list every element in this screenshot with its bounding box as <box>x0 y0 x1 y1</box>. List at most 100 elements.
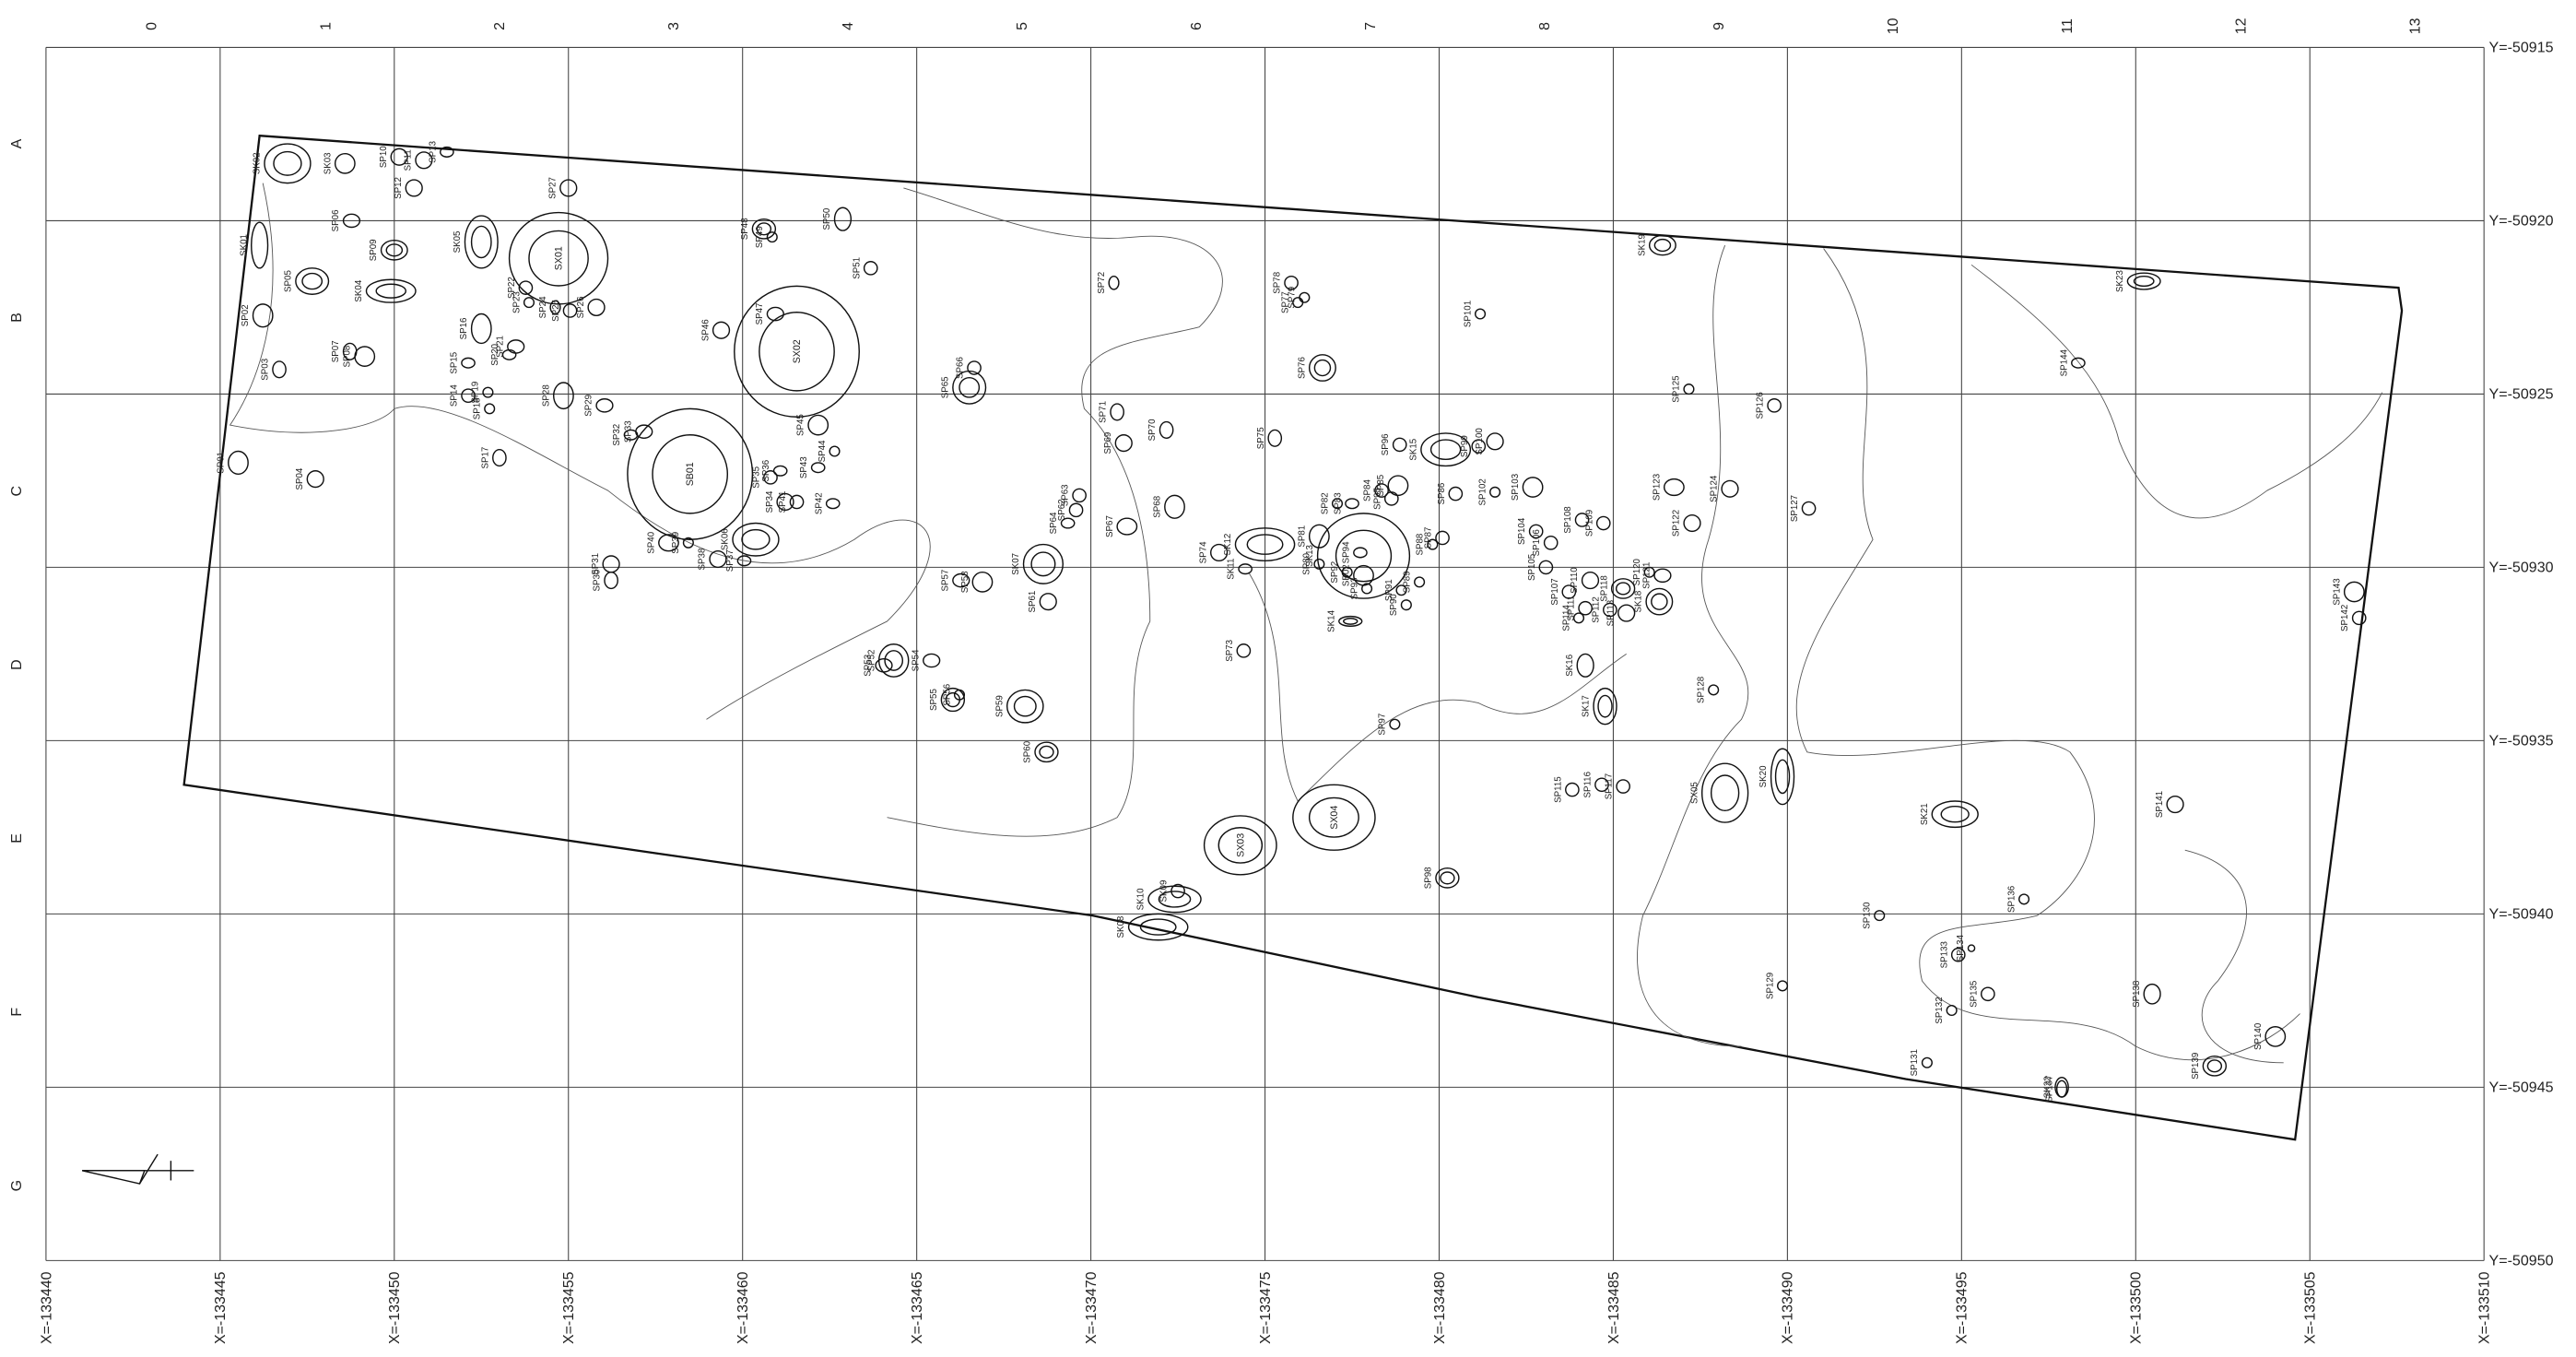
feature-label: SX02 <box>792 339 803 363</box>
column-label: 7 <box>1363 22 1379 30</box>
feature-label: SP51 <box>852 257 862 279</box>
contour-line <box>1638 245 1748 1046</box>
feature-label: SK14 <box>1326 609 1336 631</box>
feature-outline <box>2072 358 2085 368</box>
feature-label: SP132 <box>1935 997 1945 1023</box>
y-coordinate-label: Y=-50920 <box>2489 214 2554 230</box>
feature-label: SP11 <box>404 149 414 171</box>
feature-inner <box>1441 872 1454 884</box>
feature-inner <box>1344 619 1358 624</box>
feature-label: SB01 <box>685 462 696 486</box>
feature-label: SK07 <box>1011 553 1021 575</box>
feature-label: SP68 <box>1152 496 1162 518</box>
feature-label: SP100 <box>1475 428 1485 455</box>
feature-label: SP76 <box>1297 357 1307 379</box>
feature-outline <box>252 222 268 268</box>
feature-outline <box>1129 914 1188 939</box>
feature-label: SP115 <box>1553 776 1563 803</box>
y-coordinate-label: Y=-50940 <box>2489 907 2554 923</box>
feature-outline <box>472 314 491 344</box>
feature-inner <box>1652 594 1667 609</box>
feature-label: SP02 <box>241 304 251 326</box>
feature-outline <box>865 262 877 275</box>
feature-outline <box>1401 600 1411 610</box>
feature-label: SP50 <box>822 207 832 230</box>
feature-inner <box>274 152 301 176</box>
feature-label: SP49 <box>755 226 765 248</box>
feature-label: SP46 <box>700 319 711 341</box>
feature-outline <box>2345 582 2364 601</box>
feature-outline <box>1646 588 1673 614</box>
feature-label: SP61 <box>1028 591 1038 613</box>
feature-inner <box>302 274 322 289</box>
north-arrow-line <box>140 1154 159 1184</box>
x-coordinate-label: X=-133470 <box>1084 1271 1100 1344</box>
feature-outline <box>1415 577 1425 587</box>
feature-label: SK22 <box>2043 1076 2053 1098</box>
feature-outline <box>1385 492 1398 505</box>
contour-line <box>2185 850 2284 1063</box>
row-label: C <box>9 486 25 497</box>
feature-outline <box>1771 749 1794 804</box>
feature-label: SP31 <box>591 553 601 575</box>
feature-outline <box>1449 488 1462 501</box>
feature-label: SP65 <box>940 376 950 398</box>
feature-outline <box>1722 480 1738 497</box>
feature-outline <box>774 466 787 476</box>
feature-outline <box>1069 503 1082 516</box>
feature-label: SP120 <box>1632 559 1642 586</box>
feature-label: SP128 <box>1696 677 1706 703</box>
x-coordinate-label: X=-133495 <box>1955 1271 1970 1344</box>
feature-label: SP109 <box>1584 510 1594 537</box>
feature-inner <box>472 226 491 257</box>
feature-label: SP107 <box>1550 578 1560 605</box>
feature-label: SP55 <box>929 689 939 711</box>
feature-outline <box>1597 516 1610 529</box>
feature-outline <box>827 499 840 509</box>
feature-label: SP143 <box>2332 578 2342 605</box>
site-plan: X=-133440X=-133445X=-133450X=-133455X=-1… <box>0 0 2576 1357</box>
feature-outline <box>273 361 286 378</box>
feature-inner <box>1031 552 1055 576</box>
feature-label: SP114 <box>1561 605 1571 631</box>
feature-label: SP96 <box>1381 433 1391 455</box>
feature-label: SK06 <box>721 528 731 550</box>
feature-label: SP98 <box>1424 867 1434 889</box>
feature-outline <box>1007 690 1043 722</box>
feature-inner <box>376 284 406 298</box>
feature-label: SP63 <box>1061 484 1071 506</box>
y-coordinate-label: Y=-50930 <box>2489 560 2554 576</box>
feature-outline <box>835 207 852 230</box>
feature-outline <box>1684 384 1694 395</box>
feature-outline <box>307 471 323 488</box>
column-label: 1 <box>318 22 334 30</box>
feature-outline <box>2353 611 2366 624</box>
feature-inner <box>2207 1060 2221 1072</box>
feature-label: SP97 <box>1378 714 1388 736</box>
column-label: 6 <box>1189 22 1205 30</box>
feature-outline <box>767 232 777 242</box>
feature-outline <box>1159 422 1172 439</box>
feature-label: SX04 <box>1329 806 1340 830</box>
feature-label: SK23 <box>2115 270 2125 292</box>
x-coordinate-label: X=-133440 <box>39 1271 54 1344</box>
feature-label: SP34 <box>765 490 775 513</box>
feature-outline <box>1579 602 1592 615</box>
feature-outline <box>1346 499 1359 509</box>
feature-outline <box>1947 1006 1957 1016</box>
y-coordinate-label: Y=-50925 <box>2489 387 2554 403</box>
feature-label: SP66 <box>956 357 966 379</box>
row-label: F <box>9 1008 25 1017</box>
x-coordinate-label: X=-133475 <box>1258 1271 1274 1344</box>
feature-label: SP73 <box>1225 640 1235 662</box>
feature-label: SP14 <box>450 384 460 407</box>
feature-outline <box>1062 518 1075 528</box>
feature-outline <box>923 654 940 667</box>
feature-inner <box>1015 697 1037 716</box>
feature-label: SP127 <box>1790 495 1800 522</box>
feature-outline <box>1436 531 1449 544</box>
feature-label: SP110 <box>1570 567 1580 594</box>
feature-label: SP135 <box>1969 980 1979 1008</box>
feature-outline <box>1545 537 1558 549</box>
x-coordinate-label: X=-133490 <box>1781 1271 1796 1344</box>
